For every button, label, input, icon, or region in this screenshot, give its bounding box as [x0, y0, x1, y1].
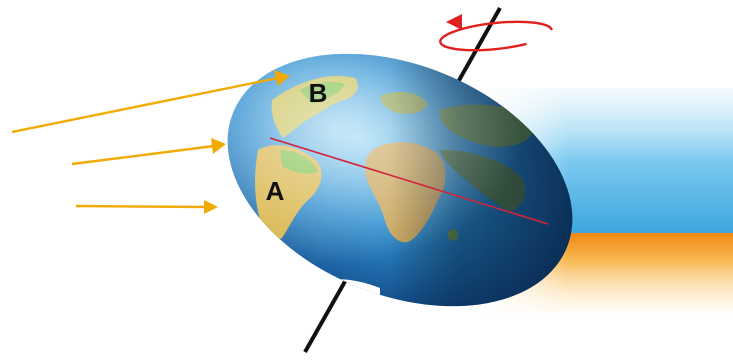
sun-ray-arrow-icon: [75, 200, 218, 214]
rotation-arrow-icon: [439, 14, 553, 52]
sun-rays: [11, 70, 290, 214]
equator-line: [269, 137, 549, 225]
point-a-label: A: [266, 176, 285, 206]
sun-ray-arrow-icon: [71, 138, 226, 166]
sun-ray-arrow-icon: [11, 70, 290, 134]
point-b-label: B: [309, 78, 328, 108]
